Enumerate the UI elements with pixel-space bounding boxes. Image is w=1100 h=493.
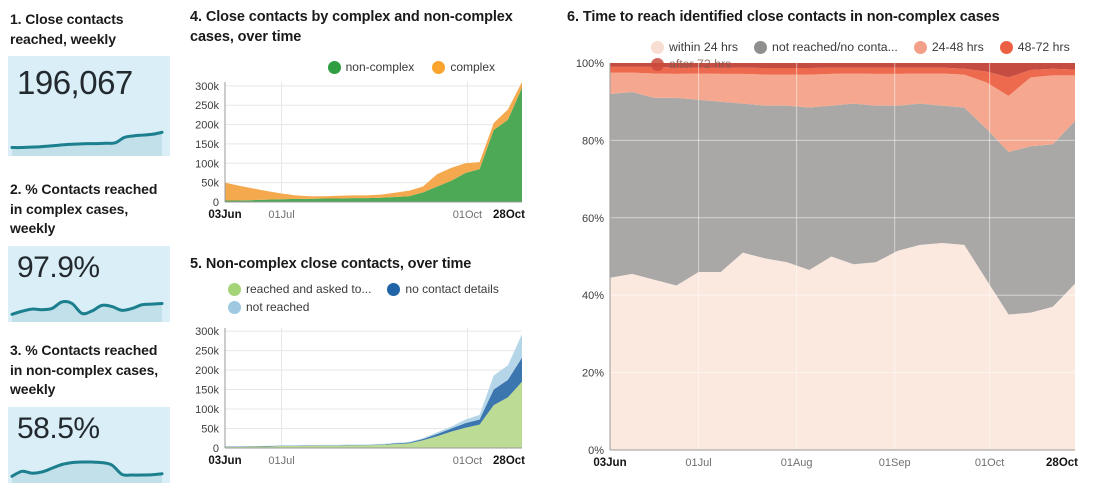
- legend-item-24-48-hrs[interactable]: 24-48 hrs: [913, 40, 984, 54]
- chart-title: 6. Time to reach identified close contac…: [567, 9, 1000, 25]
- kpi-panel: 58.5%: [8, 406, 170, 483]
- svg-text:03Jun: 03Jun: [593, 457, 626, 469]
- kpi-title: 2. % Contacts reached in complex cases, …: [10, 181, 158, 237]
- svg-text:01Aug: 01Aug: [781, 457, 813, 469]
- stacked-area-plot-complex-vs-noncomplex[interactable]: 0 50k 100k 150k 200k 250k 300k 03Jun 01Jul 01Oct 2…: [190, 78, 525, 222]
- svg-text:28Oct: 28Oct: [493, 455, 525, 467]
- svg-text:250k: 250k: [195, 346, 219, 358]
- svg-text:100%: 100%: [576, 58, 604, 70]
- stacked-area-plot-noncomplex-breakdown[interactable]: 0 50k 100k 150k 200k 250k 300k 03Jun 01Jul 01Oct 2…: [190, 324, 525, 468]
- legend-item-within-24-hrs[interactable]: within 24 hrs: [651, 40, 738, 54]
- legend-swatch-icon: [651, 57, 664, 71]
- svg-text:50k: 50k: [201, 178, 219, 190]
- svg-text:50k: 50k: [201, 424, 219, 436]
- svg-text:01Jul: 01Jul: [685, 457, 711, 469]
- chart-noncomplex-close-contacts: 5. Non-complex close contacts, over time…: [190, 255, 525, 485]
- svg-text:300k: 300k: [195, 81, 219, 93]
- svg-text:28Oct: 28Oct: [493, 209, 525, 221]
- legend-label: after 72 hrs: [669, 57, 732, 71]
- sparkline-pct-noncomplex: [10, 460, 164, 483]
- chart-title: 5. Non-complex close contacts, over time: [190, 256, 472, 272]
- legend-swatch-icon: [228, 300, 241, 314]
- kpi-title: 1. Close contacts reached, weekly: [10, 11, 124, 47]
- chart-title: 4. Close contacts by complex and non-com…: [190, 9, 513, 45]
- legend-label: not reached: [246, 300, 310, 314]
- legend-item-complex[interactable]: complex: [432, 60, 495, 74]
- svg-text:100k: 100k: [195, 404, 219, 416]
- legend-swatch-icon: [651, 40, 664, 54]
- legend-swatch-icon: [999, 40, 1013, 54]
- legend-item-non-complex[interactable]: non-complex: [327, 60, 415, 74]
- svg-text:300k: 300k: [195, 326, 219, 338]
- kpi-value: 196,067: [17, 64, 133, 102]
- svg-text:03Jun: 03Jun: [208, 209, 241, 221]
- svg-text:01Oct: 01Oct: [453, 455, 482, 467]
- svg-text:0%: 0%: [588, 445, 604, 457]
- chart-time-to-reach: 6. Time to reach identified close contac…: [567, 8, 1100, 486]
- svg-text:200k: 200k: [195, 365, 219, 377]
- legend-item-not-reached-no-conta-[interactable]: not reached/no conta...: [754, 40, 898, 54]
- legend-swatch-icon: [913, 40, 927, 54]
- svg-text:40%: 40%: [582, 290, 604, 302]
- legend-label: not reached/no conta...: [772, 40, 898, 54]
- svg-text:01Jul: 01Jul: [268, 209, 294, 221]
- kpi-value: 97.9%: [17, 250, 100, 284]
- stacked-area-plot-time-to-reach[interactable]: 0% 20% 40% 60% 80% 100% 03Jun 01Jul 01Aug 01Sep 01…: [567, 58, 1100, 472]
- kpi-value: 58.5%: [17, 411, 100, 445]
- legend-label: complex: [450, 60, 495, 74]
- sparkline-pct-complex: [10, 299, 164, 322]
- svg-text:250k: 250k: [195, 100, 219, 112]
- legend-swatch-icon: [228, 282, 241, 296]
- legend-swatch-icon: [754, 40, 768, 54]
- kpi-panel: 196,067: [8, 56, 170, 157]
- legend-item-48-72-hrs[interactable]: 48-72 hrs: [999, 40, 1070, 54]
- svg-text:01Sep: 01Sep: [879, 457, 911, 469]
- legend-swatch-icon: [432, 60, 446, 74]
- svg-text:80%: 80%: [582, 135, 604, 147]
- legend-label: non-complex: [345, 60, 415, 74]
- chart-legend: reached and asked to... no contact detail…: [228, 282, 528, 314]
- svg-text:01Oct: 01Oct: [453, 209, 482, 221]
- legend-label: within 24 hrs: [669, 40, 739, 54]
- kpi-card-pct-complex: 2. % Contacts reached in complex cases, …: [8, 180, 170, 322]
- svg-text:03Jun: 03Jun: [208, 455, 241, 467]
- sparkline-close-contacts: [10, 131, 164, 157]
- kpi-title: 3. % Contacts reached in non-complex cas…: [10, 342, 159, 398]
- svg-text:0: 0: [213, 443, 219, 455]
- kpi-card-close-contacts: 1. Close contacts reached, weekly 196,06…: [8, 10, 170, 157]
- svg-text:60%: 60%: [582, 213, 604, 225]
- legend-label: 24-48 hrs: [931, 40, 984, 54]
- svg-text:0: 0: [213, 197, 219, 209]
- kpi-card-pct-noncomplex: 3. % Contacts reached in non-complex cas…: [8, 341, 170, 483]
- legend-item-reached-and-asked-to-[interactable]: reached and asked to...: [228, 282, 371, 296]
- svg-text:100k: 100k: [195, 158, 219, 170]
- svg-text:200k: 200k: [195, 120, 219, 132]
- chart-legend: non-complex complex: [190, 60, 495, 74]
- legend-label: 48-72 hrs: [1017, 40, 1070, 54]
- svg-text:28Oct: 28Oct: [1046, 457, 1078, 469]
- svg-text:01Jul: 01Jul: [268, 455, 294, 467]
- svg-text:01Oct: 01Oct: [975, 457, 1004, 469]
- legend-label: no contact details: [405, 282, 499, 296]
- legend-swatch-icon: [387, 282, 401, 296]
- chart-legend: within 24 hrs not reached/no conta... 24-4…: [651, 40, 1100, 71]
- legend-item-no-contact-details[interactable]: no contact details: [387, 282, 499, 296]
- kpi-panel: 97.9%: [8, 245, 170, 322]
- svg-text:150k: 150k: [195, 385, 219, 397]
- legend-swatch-icon: [327, 60, 341, 74]
- svg-text:150k: 150k: [195, 139, 219, 151]
- legend-label: reached and asked to...: [246, 282, 372, 296]
- chart-close-contacts-by-case-type: 4. Close contacts by complex and non-com…: [190, 8, 525, 248]
- svg-text:20%: 20%: [582, 368, 604, 380]
- legend-item-after-72-hrs[interactable]: after 72 hrs: [651, 57, 731, 71]
- legend-item-not-reached[interactable]: not reached: [228, 300, 309, 314]
